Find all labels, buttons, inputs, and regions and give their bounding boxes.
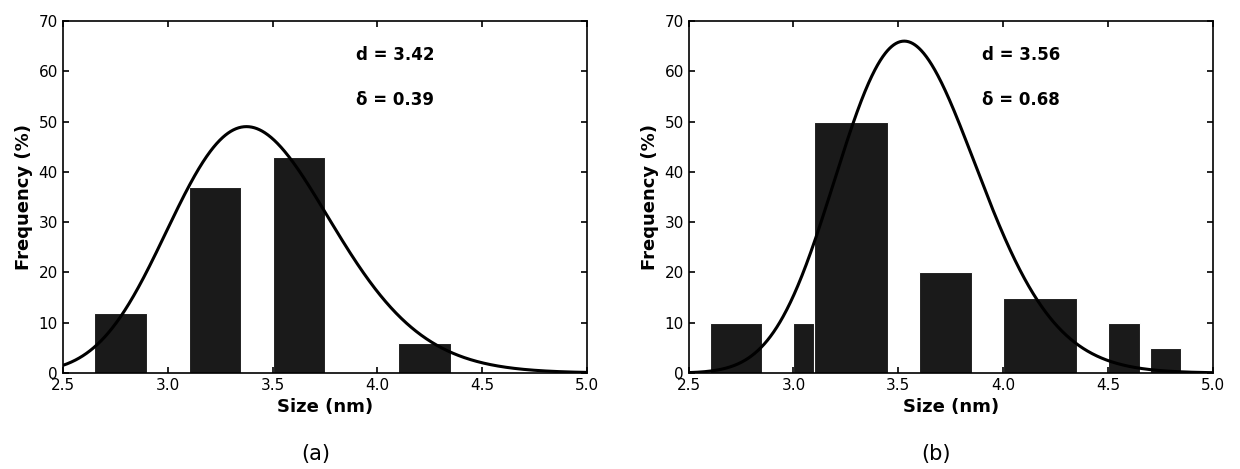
Text: d = 3.56: d = 3.56 [982,46,1060,64]
Bar [709,323,763,373]
Text: (a): (a) [301,444,331,464]
X-axis label: Size (nm): Size (nm) [903,399,999,416]
Bar [815,121,888,373]
Bar [794,323,846,373]
Text: d = 3.42: d = 3.42 [356,46,435,64]
Bar [94,313,146,373]
Y-axis label: Frequency (%): Frequency (%) [641,124,658,270]
X-axis label: Size (nm): Size (nm) [277,399,373,416]
Bar [273,157,325,373]
Bar [398,343,451,373]
Bar [188,187,241,373]
Text: δ = 0.68: δ = 0.68 [982,91,1060,109]
Bar [1109,323,1140,373]
Bar [1003,298,1076,373]
Bar [919,272,972,373]
Text: (b): (b) [921,444,951,464]
Y-axis label: Frequency (%): Frequency (%) [15,124,33,270]
Text: δ = 0.39: δ = 0.39 [356,91,434,109]
Bar [1149,348,1182,373]
